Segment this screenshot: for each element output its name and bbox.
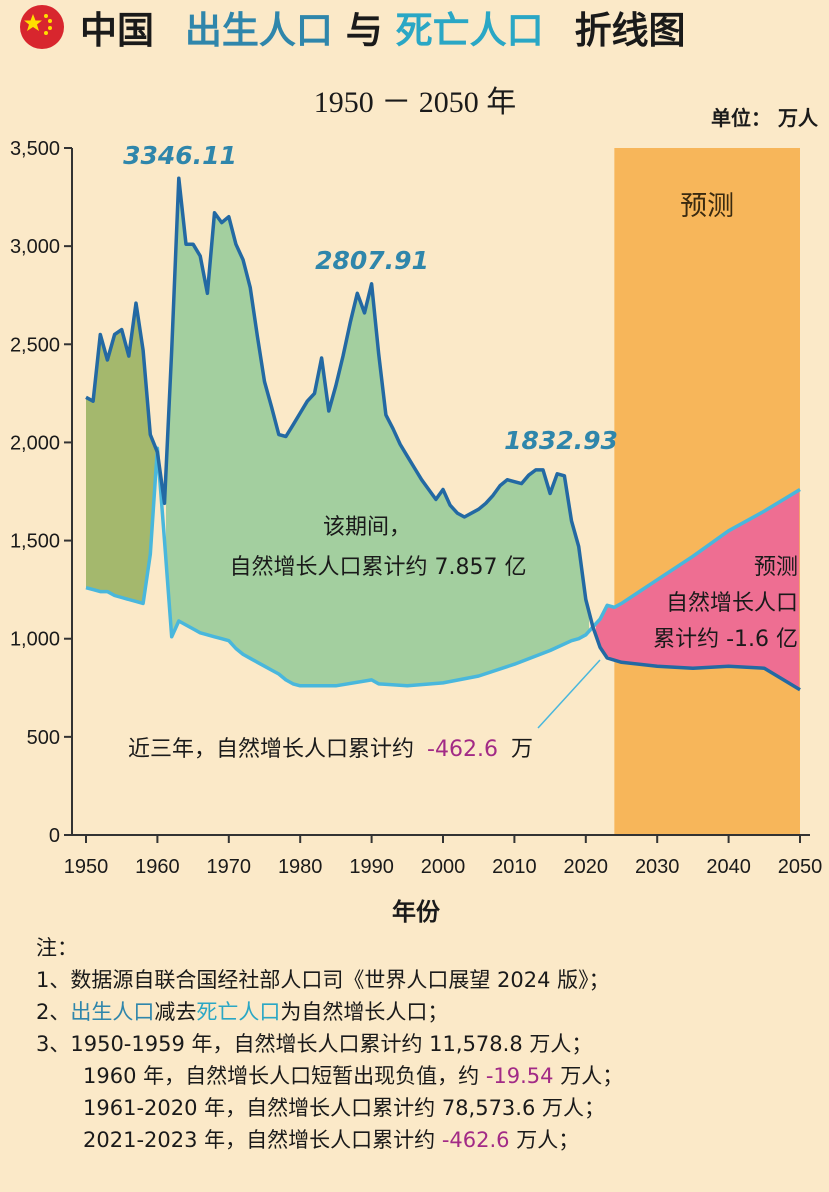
fill-forecast-deficit [595, 490, 800, 690]
series-line-deaths [85, 446, 801, 688]
note-2-deaths: 死亡人口 [196, 1000, 281, 1024]
axes: 0 500 1,000 1,500 2,000 2,500 3,000 3,500 1950 19… [10, 138, 822, 878]
note-5: 1961-2020 年，自然增长人口累计约 78,573.6 万人； [83, 1096, 606, 1120]
x-tick-label: 1960 [135, 856, 180, 878]
y-tick-label: 500 [27, 727, 60, 749]
x-tick-label: 1950 [64, 856, 109, 878]
note-2-births: 出生人口 [70, 1000, 155, 1024]
y-tick-label: 2,000 [10, 432, 60, 454]
x-tick-label: 2050 [778, 856, 823, 878]
period-annotation-line1: 该期间， [323, 515, 411, 540]
title-part5: 折线图 [575, 9, 686, 52]
header: 中国 出生人口 与 死亡人口 折线图 1950 － 2050 年 单位： 万人 [20, 5, 819, 130]
x-tick-label: 1990 [349, 856, 394, 878]
note-4: 1960 年，自然增长人口短暂出现负值，约 -19.54 万人； [83, 1064, 624, 1088]
title-part4: 死亡人口 [396, 9, 544, 52]
note-4-value: -19.54 [485, 1064, 554, 1088]
unit-label: 单位： 万人 [711, 106, 819, 130]
x-tick-label: 2020 [564, 856, 609, 878]
x-tick-label: 2000 [421, 856, 466, 878]
svg-text:中国 出生人口 与 死亡: 中国 出生人口 与 死亡人口 折线图 [80, 9, 686, 52]
peak-label-2012: 1832.93 [504, 426, 618, 455]
notes: 注： 1、数据源自联合国经社部人口司《世界人口展望 2024 版》； 2、出生人… [36, 932, 816, 1156]
recent-annotation-pointer [537, 659, 601, 729]
y-tick-label: 1,000 [10, 629, 60, 651]
y-tick-label: 3,500 [10, 138, 60, 160]
fill-1950s-surplus [86, 303, 156, 604]
x-tick-label: 1980 [278, 856, 323, 878]
notes-heading: 注： [36, 936, 78, 960]
peak-label-1990: 2807.91 [315, 246, 429, 275]
forecast-band [614, 148, 800, 835]
x-tick-label: 2010 [492, 856, 537, 878]
note-3: 3、1950-1959 年，自然增长人口累计约 11,578.8 万人； [36, 1032, 593, 1056]
chart-subtitle: 1950 － 2050 年 [314, 86, 517, 119]
forecast-band-label: 预测 [680, 191, 734, 222]
china-flag-icon [20, 5, 64, 49]
note-6: 2021-2023 年，自然增长人口累计约 -462.6 万人； [83, 1128, 580, 1152]
x-axis-title: 年份 [392, 898, 441, 925]
x-tick-label: 1970 [207, 856, 252, 878]
note-2: 2、出生人口减去死亡人口为自然增长人口； [36, 1000, 449, 1024]
forecast-annotation-title: 预测 [754, 555, 798, 580]
peak-label-1963: 3346.11 [123, 141, 237, 170]
recent-annotation: 近三年，自然增长人口累计约 -462.6 万 [128, 737, 533, 762]
x-tick-label: 2040 [706, 856, 751, 878]
forecast-annotation-line1: 自然增长人口 [666, 591, 798, 616]
y-tick-label: 0 [49, 825, 60, 847]
x-tick-label: 2030 [635, 856, 680, 878]
title-part3: 与 [346, 9, 383, 52]
title-part1: 中国 [80, 9, 154, 52]
y-tick-label: 2,500 [10, 334, 60, 356]
y-tick-label: 1,500 [10, 531, 60, 553]
y-tick-label: 3,000 [10, 236, 60, 258]
title-part2: 出生人口 [185, 9, 333, 52]
series-line-births [85, 176, 801, 692]
fill-main-surplus [166, 186, 589, 686]
forecast-annotation-line2: 累计约 -1.6 亿 [653, 627, 798, 652]
chart: 中国 出生人口 与 死亡人口 折线图 1950 － 2050 年 单位： 万人 … [10, 5, 822, 925]
note-6-value: -462.6 [441, 1128, 510, 1152]
note-1: 1、数据源自联合国经社部人口司《世界人口展望 2024 版》； [36, 968, 610, 992]
period-annotation-line2: 自然增长人口累计约 7.857 亿 [230, 555, 527, 580]
